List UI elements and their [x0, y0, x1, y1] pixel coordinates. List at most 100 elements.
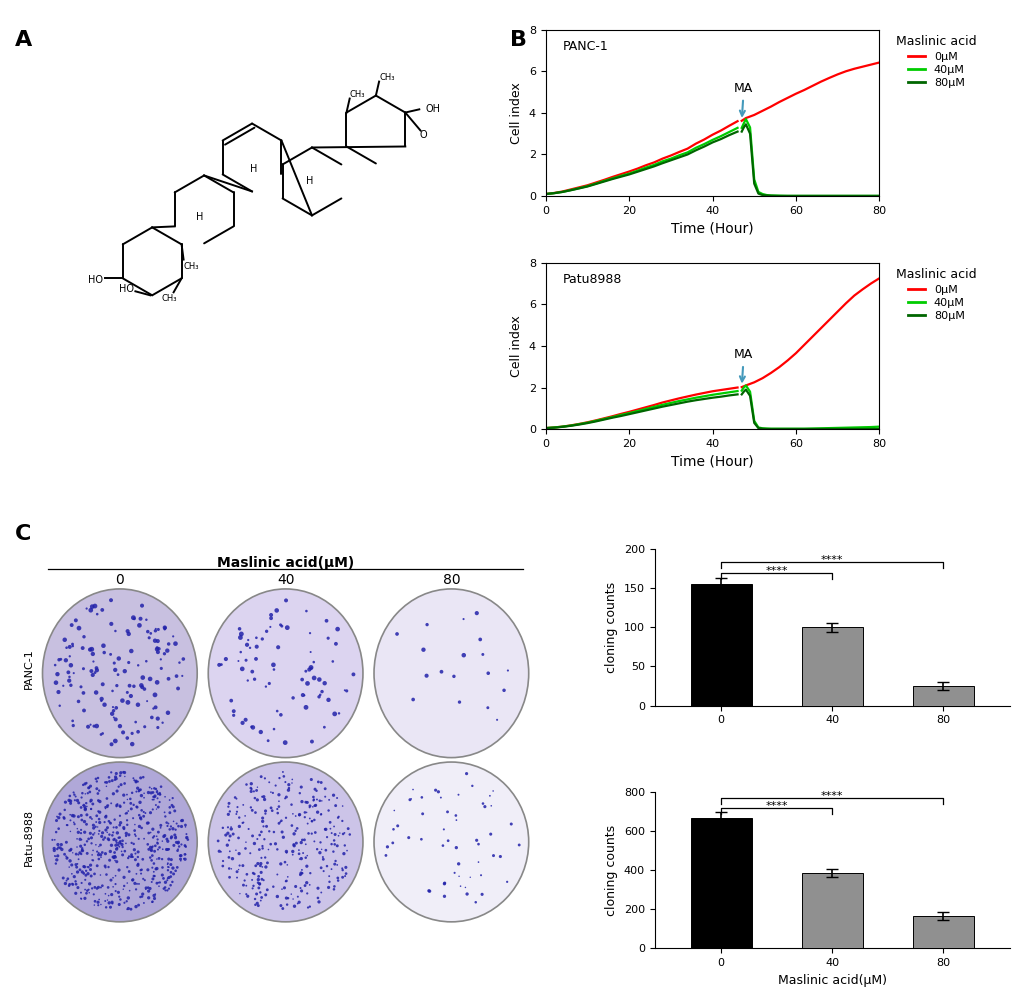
Point: [234, 715, 251, 731]
Point: [415, 642, 431, 658]
Point: [246, 878, 262, 894]
Point: [261, 823, 277, 839]
Point: [76, 798, 93, 814]
Point: [158, 815, 174, 831]
Point: [323, 836, 339, 852]
Point: [84, 599, 100, 615]
Point: [317, 788, 333, 804]
Point: [101, 895, 117, 911]
Point: [130, 807, 147, 823]
Text: CH₃: CH₃: [162, 294, 177, 303]
Point: [249, 895, 265, 911]
Point: [141, 815, 157, 831]
Point: [110, 830, 126, 846]
Text: Maslinic acid(μM): Maslinic acid(μM): [217, 555, 354, 570]
Point: [93, 847, 109, 863]
Point: [84, 852, 100, 867]
Point: [76, 776, 93, 791]
Point: [308, 782, 324, 798]
Point: [85, 843, 101, 859]
Text: 0: 0: [115, 573, 124, 588]
Point: [413, 831, 429, 847]
Point: [101, 827, 117, 843]
Point: [245, 865, 261, 881]
Point: [283, 796, 300, 812]
Point: [131, 810, 148, 826]
Point: [173, 813, 190, 829]
Point: [123, 849, 140, 864]
Point: [90, 785, 106, 801]
Point: [263, 607, 279, 622]
Text: H: H: [306, 177, 314, 187]
Point: [421, 883, 437, 899]
Point: [120, 827, 137, 843]
Point: [234, 661, 251, 677]
Point: [302, 877, 318, 893]
Point: [331, 825, 347, 841]
Point: [111, 889, 127, 905]
Point: [269, 801, 285, 817]
Point: [279, 869, 296, 885]
Point: [77, 863, 94, 878]
Point: [249, 780, 265, 795]
Point: [313, 793, 329, 809]
Point: [148, 801, 164, 817]
Point: [403, 791, 419, 807]
Point: [104, 827, 120, 843]
Point: [330, 872, 346, 888]
Point: [136, 831, 152, 847]
Point: [148, 700, 164, 715]
Point: [59, 851, 75, 866]
Point: [108, 833, 124, 849]
Point: [73, 799, 90, 815]
Point: [84, 811, 100, 827]
Point: [272, 814, 288, 830]
Point: [107, 711, 123, 727]
Point: [330, 809, 346, 825]
Point: [303, 661, 319, 677]
Point: [64, 845, 81, 861]
Point: [291, 806, 308, 822]
Point: [66, 786, 83, 802]
Point: [106, 832, 122, 848]
Point: [317, 843, 333, 859]
Point: [126, 817, 143, 833]
Point: [284, 847, 301, 863]
Point: [121, 882, 138, 898]
Point: [56, 847, 72, 863]
Point: [237, 886, 254, 902]
Point: [146, 890, 162, 906]
Point: [143, 825, 159, 841]
Point: [245, 880, 261, 896]
Point: [105, 785, 121, 801]
Point: [116, 869, 132, 885]
Point: [452, 878, 469, 894]
Point: [62, 853, 78, 868]
Point: [150, 836, 166, 852]
Point: [377, 848, 393, 864]
Point: [146, 887, 162, 903]
Point: [123, 801, 140, 817]
Point: [91, 826, 107, 842]
Point: [297, 877, 313, 893]
Point: [299, 848, 315, 864]
Point: [256, 831, 272, 847]
Point: [250, 856, 266, 871]
Point: [127, 774, 144, 789]
Point: [462, 869, 478, 885]
Point: [98, 779, 114, 794]
Point: [117, 806, 133, 822]
Point: [329, 810, 345, 826]
Point: [119, 901, 136, 917]
Point: [83, 858, 99, 873]
Point: [104, 894, 120, 910]
Point: [130, 831, 147, 847]
Point: [260, 842, 276, 858]
Point: [59, 817, 75, 833]
Point: [140, 815, 156, 831]
Point: [299, 874, 315, 890]
Point: [75, 661, 92, 677]
Point: [306, 670, 322, 686]
Point: [243, 776, 259, 791]
Point: [263, 611, 279, 626]
